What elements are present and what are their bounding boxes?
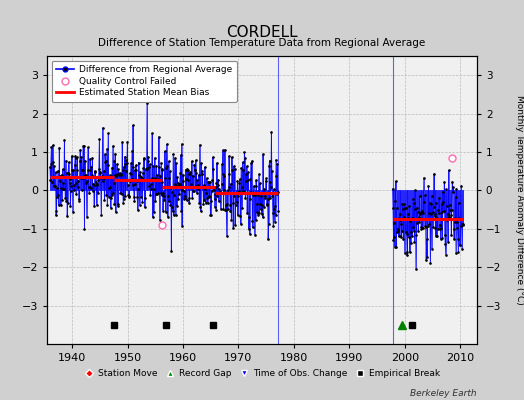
Text: Difference of Station Temperature Data from Regional Average: Difference of Station Temperature Data f… [99,38,425,48]
Title: CORDELL: CORDELL [226,24,298,40]
Legend: Station Move, Record Gap, Time of Obs. Change, Empirical Break: Station Move, Record Gap, Time of Obs. C… [81,367,443,381]
Text: Berkeley Earth: Berkeley Earth [410,389,477,398]
Legend: Difference from Regional Average, Quality Control Failed, Estimated Station Mean: Difference from Regional Average, Qualit… [52,60,236,102]
Y-axis label: Monthly Temperature Anomaly Difference (°C): Monthly Temperature Anomaly Difference (… [515,95,524,305]
